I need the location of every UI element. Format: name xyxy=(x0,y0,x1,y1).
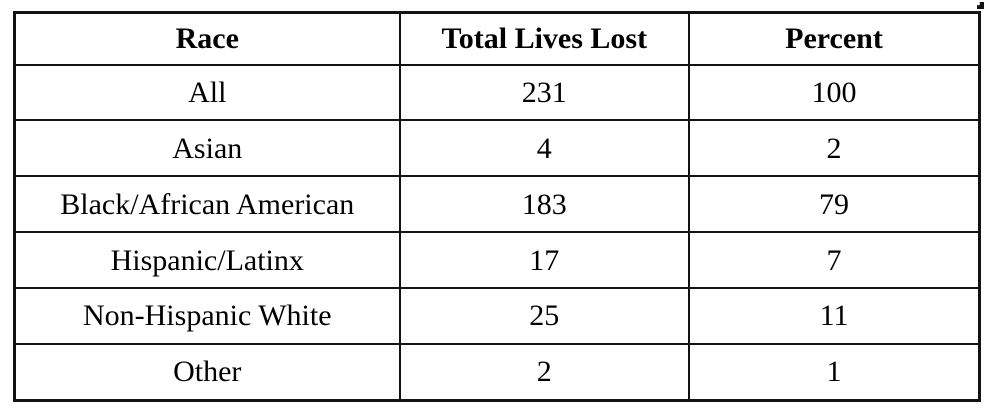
table-header-row: Race Total Lives Lost Percent xyxy=(13,11,981,66)
total-lives-lost-cell: 2 xyxy=(398,342,691,402)
header-cell-percent: Percent xyxy=(688,11,981,66)
percent-cell: 1 xyxy=(688,342,981,402)
percent-cell: 100 xyxy=(688,63,981,122)
percent-cell: 2 xyxy=(688,119,981,178)
total-lives-lost-cell: 25 xyxy=(398,286,691,345)
percent-cell: 11 xyxy=(688,286,981,345)
table-row: Non-Hispanic White 25 11 xyxy=(13,286,981,345)
total-lives-lost-cell: 4 xyxy=(398,119,691,178)
header-cell-total-lives-lost: Total Lives Lost xyxy=(398,11,691,66)
total-lives-lost-cell: 17 xyxy=(398,231,691,289)
percent-cell: 7 xyxy=(688,231,981,289)
total-lives-lost-cell: 231 xyxy=(398,63,691,122)
header-cell-race: Race xyxy=(13,11,401,66)
race-cell: Hispanic/Latinx xyxy=(13,231,401,289)
race-cell: Non-Hispanic White xyxy=(13,286,401,345)
percent-cell: 79 xyxy=(688,175,981,234)
table-row: Other 2 1 xyxy=(13,342,981,402)
race-cell: Asian xyxy=(13,119,401,178)
table-row: Black/African American 183 79 xyxy=(13,175,981,234)
cropped-character-fragment xyxy=(977,2,984,9)
total-lives-lost-cell: 183 xyxy=(398,175,691,234)
table-row: Asian 4 2 xyxy=(13,119,981,178)
race-lives-lost-table: Race Total Lives Lost Percent All 231 10… xyxy=(13,11,981,402)
table-row: Hispanic/Latinx 17 7 xyxy=(13,231,981,289)
race-cell: Black/African American xyxy=(13,175,401,234)
race-cell: All xyxy=(13,63,401,122)
table-row: All 231 100 xyxy=(13,63,981,122)
race-cell: Other xyxy=(13,342,401,402)
